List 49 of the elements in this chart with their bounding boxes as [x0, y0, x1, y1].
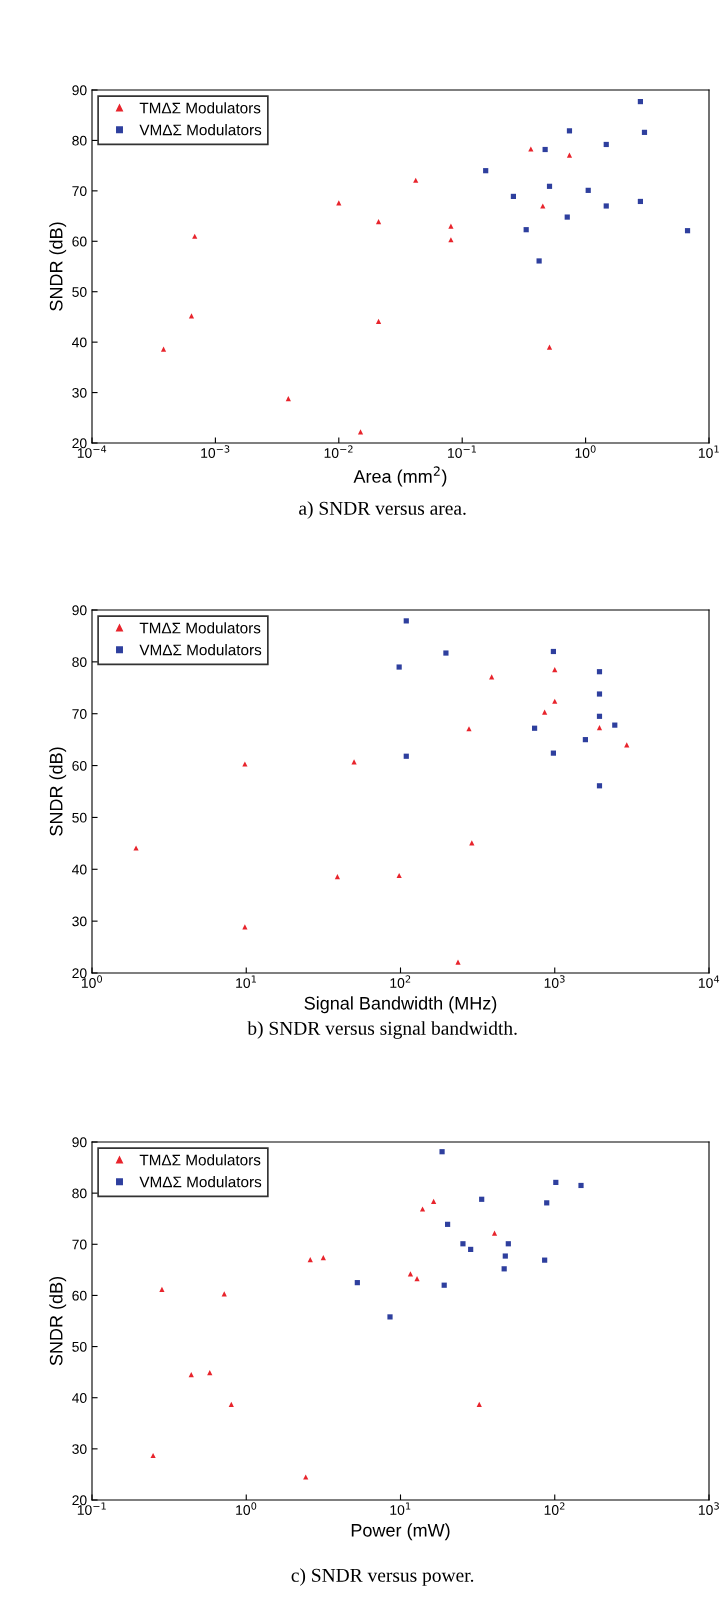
x-tick-label: 10$^{2}$ — [544, 1502, 565, 1515]
y-tick-label: 70 — [72, 1239, 87, 1250]
y-axis-title: SNDR (dB) — [49, 222, 67, 311]
y-axis-title: SNDR (dB) — [49, 1276, 67, 1366]
y-tick-label: 60 — [72, 1290, 87, 1301]
legend-label: TMΔΣ Modulators — [139, 102, 261, 114]
y-tick-label: 60 — [72, 236, 87, 247]
x-tick-label: 10$^{2}$ — [390, 975, 411, 988]
y-axis-title: SNDR (dB) — [49, 747, 67, 836]
x-axis-title: Power (mW) — [351, 1523, 450, 1541]
y-tick-label: 90 — [72, 85, 87, 96]
y-tick-label: 30 — [72, 387, 87, 398]
y-tick-label: 40 — [72, 337, 87, 348]
y-tick-label: 80 — [72, 135, 87, 146]
x-tick-label: 10$^{1}$ — [698, 445, 719, 458]
legend-label: TMΔΣ Modulators — [139, 622, 261, 634]
y-tick-label: 50 — [72, 1341, 87, 1352]
y-tick-label: 80 — [72, 1188, 87, 1199]
x-tick-label: 10$^{3}$ — [544, 975, 565, 988]
x-tick-label: 10$^{3}$ — [698, 1502, 719, 1515]
text: c) SNDR versus power. — [291, 1568, 474, 1586]
x-tick-label: 10$^{−2}$ — [324, 445, 353, 458]
y-tick-label: 70 — [72, 186, 87, 197]
legend-label: VMΔΣ Modulators — [139, 1176, 262, 1188]
y-tick-label: 70 — [72, 709, 87, 719]
y-tick-label: 40 — [72, 864, 87, 875]
x-axis-title: Area (mm$^{2}$) — [353, 466, 447, 487]
legend-label: VMΔΣ Modulators — [139, 644, 262, 656]
y-tick-label: 90 — [72, 605, 87, 616]
x-tick-label: 10$^{4}$ — [698, 975, 720, 988]
x-tick-label: 10$^{0}$ — [236, 1502, 257, 1515]
y-tick-label: 90 — [72, 1137, 87, 1148]
y-tick-label: 30 — [72, 1444, 87, 1455]
y-tick-label: 80 — [72, 657, 87, 668]
y-tick-label: 40 — [72, 1393, 87, 1403]
x-tick-label: 10$^{1}$ — [236, 975, 257, 988]
x-tick-label: 10$^{−3}$ — [201, 445, 230, 458]
x-tick-label: 10$^{1}$ — [390, 1502, 411, 1515]
y-tick-label: 50 — [72, 812, 87, 823]
legend-label: VMΔΣ Modulators — [139, 124, 262, 136]
x-tick-label: 10$^{0}$ — [575, 445, 596, 458]
y-tick-label: 30 — [72, 916, 87, 927]
text: b) SNDR versus signal bandwidth. — [247, 1021, 517, 1039]
y-tick-label: 50 — [72, 287, 87, 297]
x-tick-label: 10$^{−1}$ — [448, 445, 477, 458]
y-tick-label: 60 — [72, 760, 87, 771]
text: a) SNDR versus area. — [299, 501, 466, 519]
legend-label: TMΔΣ Modulators — [139, 1154, 261, 1166]
x-axis-title: Signal Bandwidth (MHz) — [304, 996, 497, 1014]
